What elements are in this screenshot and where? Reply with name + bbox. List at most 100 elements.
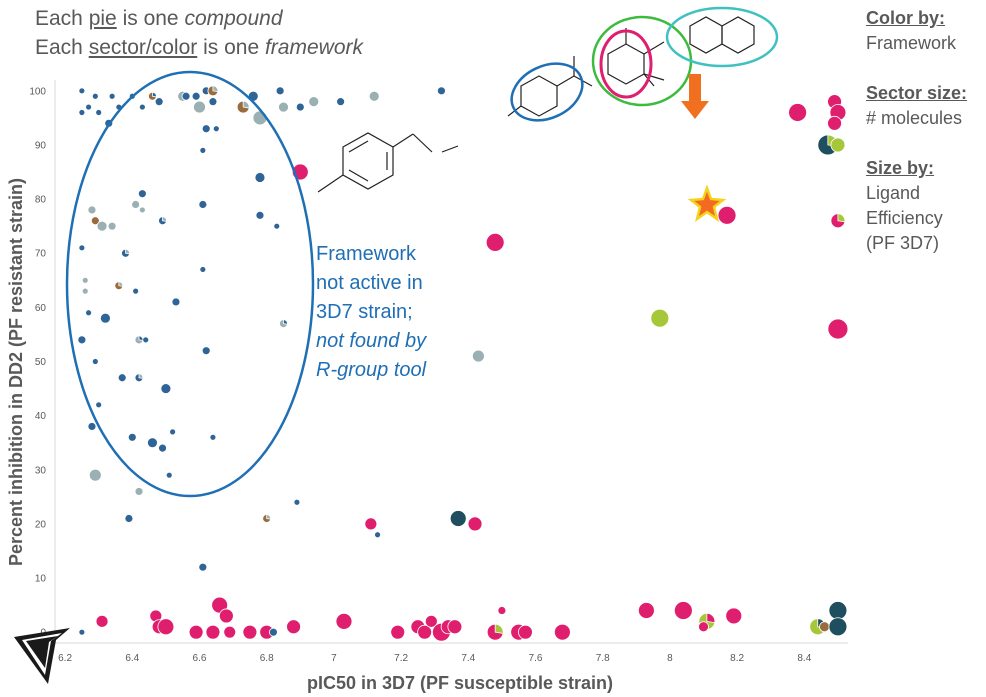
pie-sector: [212, 85, 219, 93]
compound-pie: [205, 624, 221, 640]
pie-sector: [201, 124, 211, 134]
pie-sector: [637, 602, 655, 619]
pie-sector: [165, 471, 173, 479]
compound-pie: [154, 97, 164, 107]
pie-sector: [293, 498, 301, 506]
pie-sector: [138, 206, 146, 214]
compound-pie: [828, 601, 848, 620]
compound-pie: [335, 612, 353, 630]
compound-pie: [199, 266, 207, 273]
compound-pie: [95, 614, 109, 628]
down-arrow-icon: [681, 74, 709, 119]
compound-pie: [114, 281, 124, 291]
compound-pie: [91, 358, 99, 365]
pie-sector: [171, 297, 181, 307]
x-tick-label: 6.6: [193, 653, 207, 664]
pie-sector: [199, 266, 207, 273]
cursor-arrow-icon: [14, 628, 70, 684]
pie-sector: [152, 91, 157, 98]
pie-sector: [252, 110, 268, 126]
y-tick-labels: 0102030405060708090100: [29, 86, 46, 638]
compound-pie: [95, 401, 103, 409]
pie-sector: [142, 336, 150, 344]
compound-pie: [100, 312, 111, 324]
size-by-legend: Size by: Ligand Efficiency (PF 3D7): [866, 156, 943, 256]
pie-sector: [449, 510, 467, 527]
pie-sector: [95, 614, 109, 628]
pie-sector: [255, 210, 265, 220]
compound-pie: [273, 222, 281, 230]
compound-pie: [201, 124, 211, 134]
compound-pie: [830, 213, 846, 229]
pie-sector: [218, 608, 234, 624]
compound-pie: [424, 614, 438, 628]
pie-sector: [717, 205, 737, 225]
pie-sector: [368, 90, 380, 102]
y-tick-label: 70: [35, 249, 47, 260]
x-axis-title: pIC50 in 3D7 (PF susceptible strain): [307, 673, 613, 693]
compound-pie: [819, 621, 830, 633]
pie-sector: [191, 91, 201, 101]
compound-pie: [269, 627, 278, 637]
compound-pie: [108, 92, 116, 100]
compound-pie: [518, 624, 533, 640]
compound-pie: [278, 101, 289, 113]
pie-sector: [100, 312, 111, 324]
pie-sector: [494, 623, 504, 634]
compound-pie: [212, 125, 220, 133]
compound-pie: [181, 91, 191, 101]
pie-sector: [124, 514, 134, 523]
y-tick-label: 80: [35, 195, 47, 206]
highlight-star-icon: [687, 184, 727, 222]
pie-sector: [364, 517, 378, 531]
pie-sector: [147, 437, 158, 449]
y-tick-label: 90: [35, 140, 47, 151]
pie-sector: [157, 618, 175, 636]
sector-explanation: Each sector/color is one framework: [35, 36, 363, 59]
compound-pie: [121, 248, 130, 258]
size-by-value-2: Efficiency: [866, 208, 943, 228]
pie-sector: [108, 92, 116, 100]
pie-sector: [78, 109, 86, 116]
compound-pie: [160, 383, 172, 394]
pie-sector: [90, 216, 100, 226]
x-tick-label: 6.2: [58, 653, 72, 664]
compound-pie: [218, 608, 234, 624]
size-by-title: Size by:: [866, 158, 935, 178]
compound-pie: [242, 624, 258, 640]
pie-sector: [85, 103, 93, 111]
compound-pie: [188, 624, 204, 640]
pie-sector: [160, 383, 172, 394]
x-tick-label: 8.2: [730, 653, 744, 664]
compound-pie: [553, 623, 571, 641]
compound-pie: [827, 115, 842, 131]
compound-pie: [788, 103, 807, 122]
pie-sector: [81, 287, 89, 295]
size-by-value-1: Ligand: [866, 183, 921, 203]
x-tick-label: 8.4: [797, 653, 811, 664]
compound-pie: [236, 100, 250, 114]
compound-pie: [336, 97, 346, 107]
pie-explanation: Each pie is one compound: [35, 7, 283, 30]
compound-pie: [417, 624, 433, 640]
compound-pie: [650, 308, 670, 328]
pie-sector: [827, 115, 842, 131]
pie-sector: [154, 97, 164, 107]
compound-pie: [368, 90, 380, 102]
compound-pie: [830, 137, 846, 153]
x-tick-label: 7.2: [394, 653, 408, 664]
sector-size-legend: Sector size: # molecules: [866, 81, 967, 131]
pie-sector: [95, 109, 103, 116]
compound-pie: [207, 85, 219, 97]
pie-sector: [417, 624, 433, 640]
compound-pie: [209, 433, 217, 441]
compound-pie: [81, 287, 89, 295]
pie-sector: [181, 91, 191, 101]
compound-pie: [78, 87, 86, 95]
compound-pie: [198, 562, 208, 572]
compound-pie: [142, 336, 150, 344]
pie-sector: [390, 624, 406, 640]
compound-pie: [447, 619, 463, 635]
compound-pie: [262, 514, 272, 523]
